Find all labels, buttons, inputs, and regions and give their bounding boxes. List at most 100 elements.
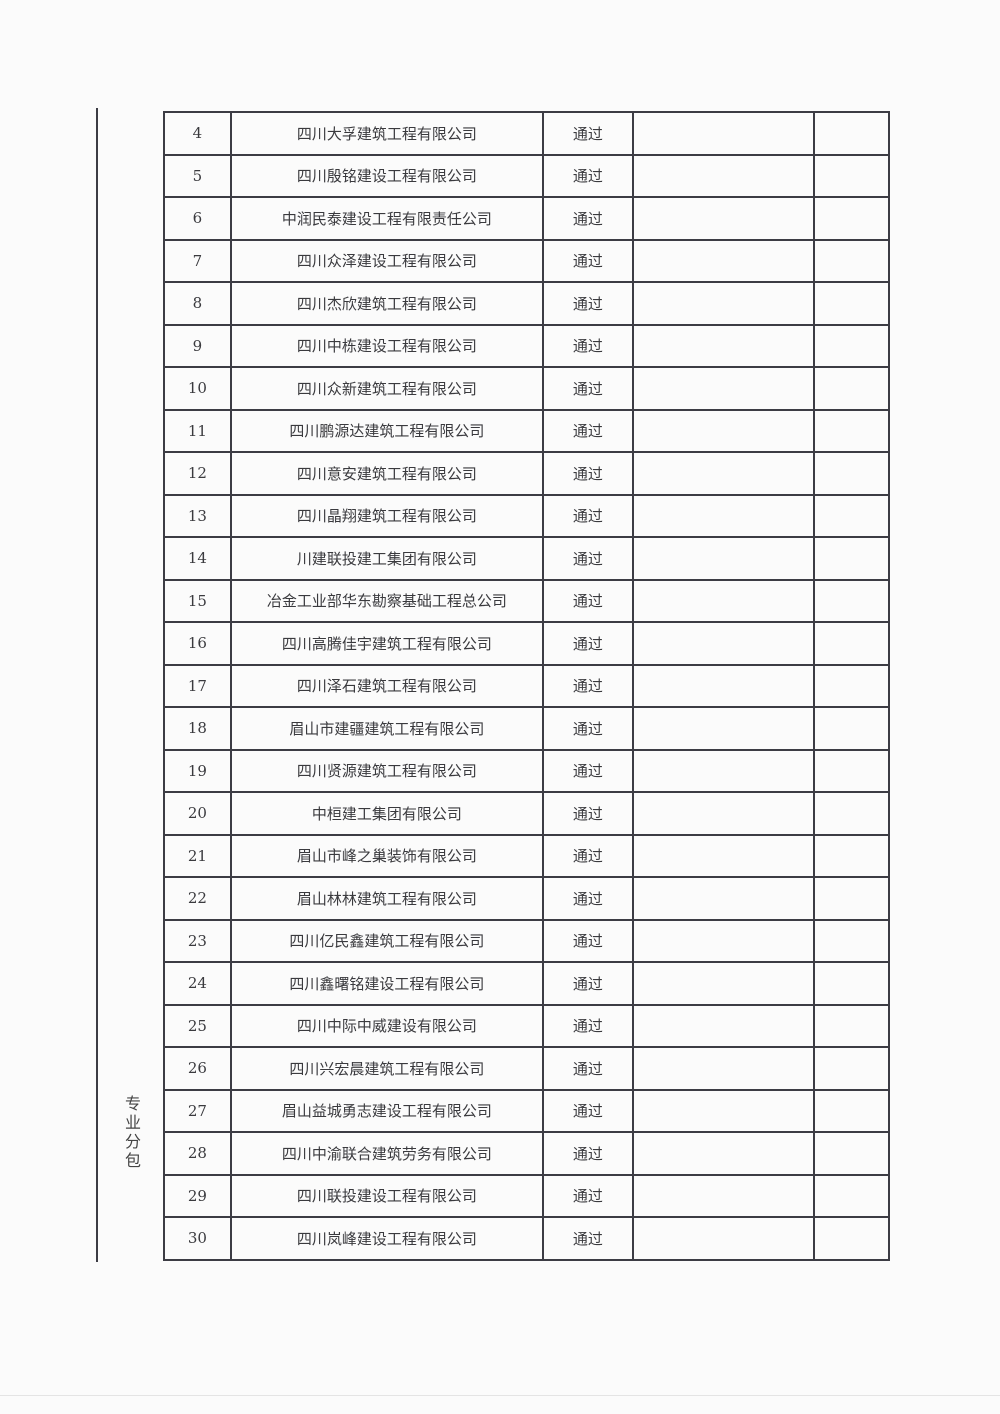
company-name: 四川中栋建设工程有限公司 bbox=[229, 323, 544, 368]
empty-cell bbox=[631, 1131, 816, 1176]
row-number: 8 bbox=[163, 281, 232, 326]
table-row: 16 四川高腾佳宇建筑工程有限公司 通过 bbox=[163, 621, 890, 666]
empty-cell bbox=[631, 408, 816, 453]
empty-cell bbox=[813, 1003, 890, 1048]
company-name: 川建联投建工集团有限公司 bbox=[229, 536, 544, 581]
row-number: 12 bbox=[163, 451, 232, 496]
table-row: 5 四川殷铭建设工程有限公司 通过 bbox=[163, 153, 890, 198]
company-name: 眉山益城勇志建设工程有限公司 bbox=[229, 1088, 544, 1133]
empty-cell bbox=[813, 1173, 890, 1218]
company-name: 四川杰欣建筑工程有限公司 bbox=[229, 281, 544, 326]
table-row: 9 四川中栋建设工程有限公司 通过 bbox=[163, 323, 890, 368]
empty-cell bbox=[631, 1046, 816, 1091]
empty-cell bbox=[631, 153, 816, 198]
empty-cell bbox=[631, 748, 816, 793]
review-result: 通过 bbox=[541, 238, 634, 283]
table-row: 4 四川大孚建筑工程有限公司 通过 bbox=[163, 111, 890, 156]
empty-cell bbox=[631, 706, 816, 751]
empty-cell bbox=[631, 536, 816, 581]
empty-cell bbox=[813, 281, 890, 326]
row-number: 28 bbox=[163, 1131, 232, 1176]
table-row: 30 四川岚峰建设工程有限公司 通过 bbox=[163, 1216, 890, 1261]
company-name: 眉山市峰之巢装饰有限公司 bbox=[229, 833, 544, 878]
row-number: 26 bbox=[163, 1046, 232, 1091]
review-result: 通过 bbox=[541, 833, 634, 878]
table-row: 24 四川鑫曙铭建设工程有限公司 通过 bbox=[163, 961, 890, 1006]
empty-cell bbox=[631, 1173, 816, 1218]
company-name: 四川贤源建筑工程有限公司 bbox=[229, 748, 544, 793]
table-row: 21 眉山市峰之巢装饰有限公司 通过 bbox=[163, 833, 890, 878]
table-row: 6 中润民泰建设工程有限责任公司 通过 bbox=[163, 196, 890, 241]
empty-cell bbox=[631, 961, 816, 1006]
row-number: 9 bbox=[163, 323, 232, 368]
company-name: 四川联投建设工程有限公司 bbox=[229, 1173, 544, 1218]
empty-cell bbox=[813, 366, 890, 411]
company-name: 四川中际中威建设有限公司 bbox=[229, 1003, 544, 1048]
row-number: 11 bbox=[163, 408, 232, 453]
empty-cell bbox=[813, 536, 890, 581]
empty-cell bbox=[813, 493, 890, 538]
table-row: 26 四川兴宏晨建筑工程有限公司 通过 bbox=[163, 1046, 890, 1091]
row-number: 7 bbox=[163, 238, 232, 283]
row-number: 17 bbox=[163, 663, 232, 708]
review-result: 通过 bbox=[541, 578, 634, 623]
review-result: 通过 bbox=[541, 918, 634, 963]
row-number: 4 bbox=[163, 111, 232, 156]
table-row: 27 眉山益城勇志建设工程有限公司 通过 bbox=[163, 1088, 890, 1133]
review-result: 通过 bbox=[541, 536, 634, 581]
group-border-line bbox=[96, 108, 98, 1262]
table-row: 29 四川联投建设工程有限公司 通过 bbox=[163, 1173, 890, 1218]
empty-cell bbox=[631, 111, 816, 156]
empty-cell bbox=[813, 1046, 890, 1091]
review-result: 通过 bbox=[541, 791, 634, 836]
company-name: 四川亿民鑫建筑工程有限公司 bbox=[229, 918, 544, 963]
empty-cell bbox=[631, 196, 816, 241]
page-edge bbox=[0, 1395, 1000, 1396]
empty-cell bbox=[813, 748, 890, 793]
table-row: 28 四川中渝联合建筑劳务有限公司 通过 bbox=[163, 1131, 890, 1176]
empty-cell bbox=[631, 1088, 816, 1133]
review-result: 通过 bbox=[541, 1131, 634, 1176]
empty-cell bbox=[813, 196, 890, 241]
table-row: 7 四川众泽建设工程有限公司 通过 bbox=[163, 238, 890, 283]
empty-cell bbox=[813, 451, 890, 496]
review-result: 通过 bbox=[541, 706, 634, 751]
row-number: 18 bbox=[163, 706, 232, 751]
review-result: 通过 bbox=[541, 961, 634, 1006]
company-name: 冶金工业部华东勘察基础工程总公司 bbox=[229, 578, 544, 623]
empty-cell bbox=[813, 961, 890, 1006]
company-name: 四川鹏源达建筑工程有限公司 bbox=[229, 408, 544, 453]
table-row: 11 四川鹏源达建筑工程有限公司 通过 bbox=[163, 408, 890, 453]
company-name: 四川鑫曙铭建设工程有限公司 bbox=[229, 961, 544, 1006]
review-result: 通过 bbox=[541, 111, 634, 156]
empty-cell bbox=[813, 1131, 890, 1176]
table-row: 20 中桓建工集团有限公司 通过 bbox=[163, 791, 890, 836]
company-name: 四川众泽建设工程有限公司 bbox=[229, 238, 544, 283]
company-name: 中桓建工集团有限公司 bbox=[229, 791, 544, 836]
review-result: 通过 bbox=[541, 1046, 634, 1091]
row-number: 27 bbox=[163, 1088, 232, 1133]
review-result: 通过 bbox=[541, 408, 634, 453]
company-name: 四川众新建筑工程有限公司 bbox=[229, 366, 544, 411]
empty-cell bbox=[813, 153, 890, 198]
row-number: 16 bbox=[163, 621, 232, 666]
table-row: 10 四川众新建筑工程有限公司 通过 bbox=[163, 366, 890, 411]
table-row: 13 四川晶翔建筑工程有限公司 通过 bbox=[163, 493, 890, 538]
review-result: 通过 bbox=[541, 323, 634, 368]
empty-cell bbox=[631, 238, 816, 283]
company-name: 四川殷铭建设工程有限公司 bbox=[229, 153, 544, 198]
company-name: 四川晶翔建筑工程有限公司 bbox=[229, 493, 544, 538]
empty-cell bbox=[813, 621, 890, 666]
row-number: 10 bbox=[163, 366, 232, 411]
row-number: 6 bbox=[163, 196, 232, 241]
empty-cell bbox=[813, 238, 890, 283]
empty-cell bbox=[631, 578, 816, 623]
review-result: 通过 bbox=[541, 153, 634, 198]
empty-cell bbox=[813, 323, 890, 368]
review-result: 通过 bbox=[541, 876, 634, 921]
section-label: 专业分包 bbox=[124, 1094, 141, 1170]
review-result: 通过 bbox=[541, 663, 634, 708]
company-name: 中润民泰建设工程有限责任公司 bbox=[229, 196, 544, 241]
row-number: 22 bbox=[163, 876, 232, 921]
empty-cell bbox=[813, 1088, 890, 1133]
